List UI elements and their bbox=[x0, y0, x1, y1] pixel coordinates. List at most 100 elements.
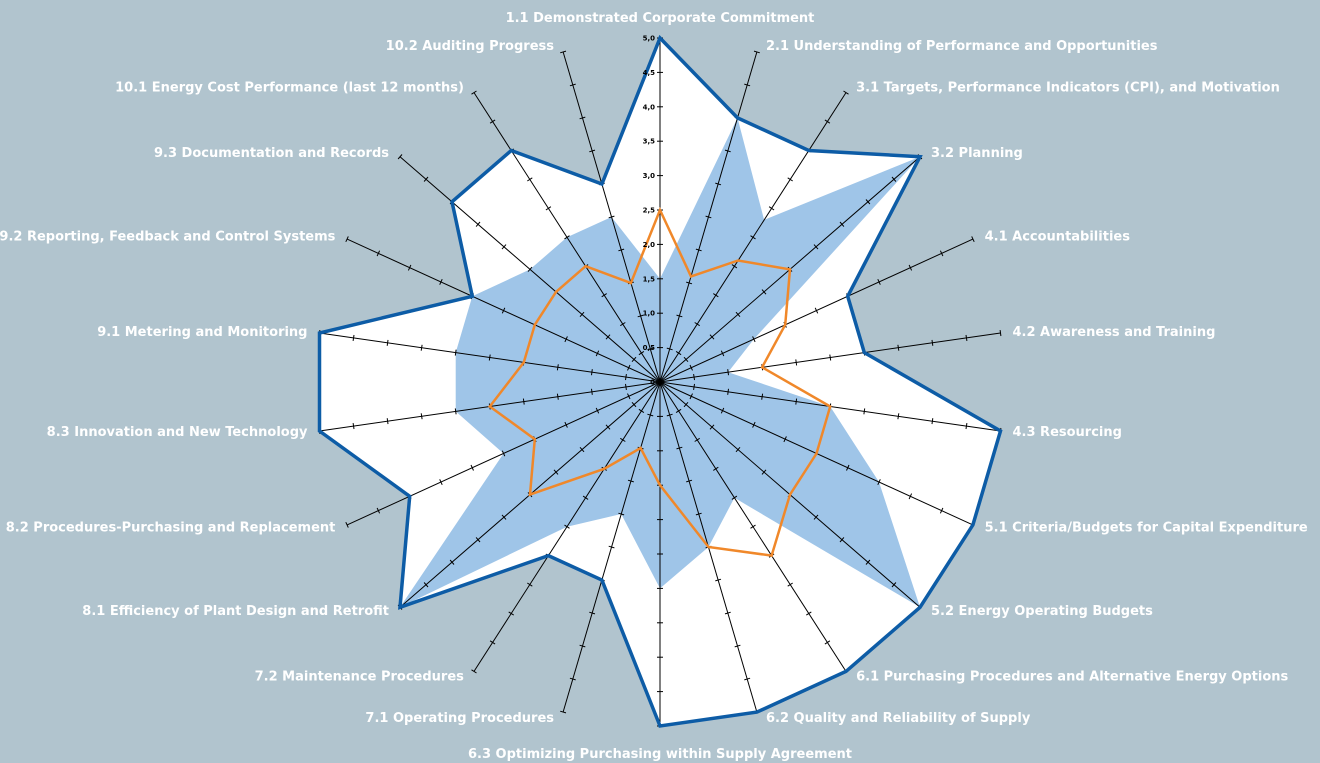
axis-tick bbox=[683, 356, 689, 363]
axis-tick bbox=[752, 336, 756, 343]
axis-tick bbox=[753, 50, 760, 54]
axis-tick bbox=[527, 582, 533, 587]
category-label: 4.3 Resourcing bbox=[1013, 425, 1122, 440]
category-label: 10.1 Energy Cost Performance (last 12 mo… bbox=[115, 81, 464, 96]
axis-tick bbox=[843, 90, 849, 95]
axis-tick bbox=[601, 293, 607, 298]
axis-tick bbox=[693, 374, 695, 381]
axis-tick bbox=[579, 116, 586, 120]
axis-tick bbox=[897, 413, 900, 420]
axis-tick bbox=[824, 640, 831, 645]
axis-tick bbox=[618, 248, 625, 252]
axis-tick bbox=[689, 393, 693, 400]
r-tick-label: 0,5 bbox=[643, 344, 656, 352]
r-tick-label: 1,5 bbox=[643, 275, 656, 283]
axis-tick bbox=[627, 364, 631, 371]
category-label: 10.2 Auditing Progress bbox=[386, 39, 555, 54]
axis-tick bbox=[787, 177, 793, 182]
axis-tick bbox=[608, 215, 615, 219]
axis-tick bbox=[620, 322, 626, 327]
axis-tick bbox=[705, 215, 712, 219]
axis-tick bbox=[713, 466, 719, 471]
axis-tick bbox=[709, 424, 715, 430]
category-label: 9.1 Metering and Monitoring bbox=[97, 325, 307, 340]
axis-tick bbox=[676, 314, 683, 318]
axis-tick bbox=[731, 495, 738, 500]
axis-tick bbox=[560, 50, 567, 54]
axis-tick bbox=[569, 677, 576, 681]
category-label: 7.2 Maintenance Procedures bbox=[255, 669, 465, 684]
category-label: 5.1 Criteria/Budgets for Capital Expendi… bbox=[985, 520, 1308, 535]
axis-tick bbox=[744, 677, 751, 681]
r-tick-label: 2,0 bbox=[643, 241, 656, 249]
axis-tick bbox=[694, 322, 700, 327]
axis-tick bbox=[787, 582, 793, 587]
axis-tick bbox=[863, 408, 866, 415]
axis-tick bbox=[727, 369, 729, 376]
axis-tick bbox=[686, 281, 693, 285]
axis-tick bbox=[715, 182, 722, 186]
category-labels-layer: 1.1 Demonstrated Corporate Commitment 2.1… bbox=[0, 11, 1308, 762]
category-label: 2.1 Understanding of Performance and Opp… bbox=[766, 39, 1158, 54]
axis-tick bbox=[591, 388, 593, 395]
axis-tick bbox=[731, 264, 738, 269]
axis-tick bbox=[527, 177, 533, 182]
category-label: 3.2 Planning bbox=[931, 146, 1023, 161]
axis-tick bbox=[488, 354, 491, 361]
category-label: 8.2 Procedures-Purchasing and Replacemen… bbox=[6, 520, 336, 535]
axis-tick bbox=[727, 388, 729, 395]
axis-tick bbox=[569, 83, 576, 87]
axis-tick bbox=[449, 559, 455, 565]
category-label: 7.1 Operating Procedures bbox=[365, 711, 554, 726]
category-label: 9.3 Documentation and Records bbox=[154, 146, 389, 161]
axis-tick bbox=[527, 266, 533, 272]
axis-tick bbox=[750, 235, 756, 240]
axis-tick bbox=[999, 330, 1002, 337]
axis-tick bbox=[750, 524, 756, 529]
axis-tick bbox=[439, 479, 443, 486]
axis-tick bbox=[761, 393, 764, 400]
axis-tick bbox=[709, 334, 715, 340]
axis-tick bbox=[376, 507, 381, 514]
axis-tick bbox=[471, 90, 477, 95]
axis-tick bbox=[553, 469, 559, 475]
axis-tick bbox=[489, 119, 496, 124]
axis-tick bbox=[666, 413, 673, 417]
axis-tick bbox=[683, 401, 689, 408]
axis-tick bbox=[713, 293, 719, 298]
category-label: 6.1 Purchasing Procedures and Alternativ… bbox=[856, 669, 1288, 684]
axis-tick bbox=[501, 450, 506, 457]
axis-tick bbox=[423, 582, 429, 588]
series-lines-layer bbox=[317, 34, 1003, 728]
axis-tick bbox=[735, 311, 741, 318]
axis-tick bbox=[471, 669, 477, 674]
axis-tick bbox=[595, 350, 600, 357]
axis-tick bbox=[839, 221, 845, 227]
axis-tick bbox=[345, 521, 349, 528]
axis-tick bbox=[376, 250, 381, 257]
axis-tick bbox=[420, 413, 423, 420]
axis-tick bbox=[971, 236, 975, 243]
axis-tick bbox=[608, 545, 615, 549]
axis-tick bbox=[689, 364, 693, 371]
axis-tick bbox=[814, 307, 819, 314]
axis-tick bbox=[939, 250, 944, 257]
r-tick-label: 1,0 bbox=[643, 310, 656, 318]
axis-tick bbox=[865, 559, 871, 565]
axis-tick bbox=[508, 611, 514, 616]
axis-tick bbox=[795, 359, 798, 366]
axis-tick bbox=[891, 176, 897, 182]
axis-tick bbox=[579, 644, 586, 648]
axis-tick bbox=[965, 334, 968, 341]
axis-tick bbox=[556, 393, 559, 400]
series-orange-line bbox=[488, 206, 832, 557]
axis-tick bbox=[501, 307, 506, 314]
axis-tick bbox=[631, 356, 637, 363]
category-label: 9.2 Reporting, Feedback and Control Syst… bbox=[0, 230, 336, 245]
axis-tick bbox=[965, 423, 968, 430]
axis-tick bbox=[625, 374, 627, 381]
r-tick-label: 3,0 bbox=[643, 172, 656, 180]
axis-tick bbox=[454, 408, 457, 415]
series-outline-line bbox=[317, 34, 1003, 728]
